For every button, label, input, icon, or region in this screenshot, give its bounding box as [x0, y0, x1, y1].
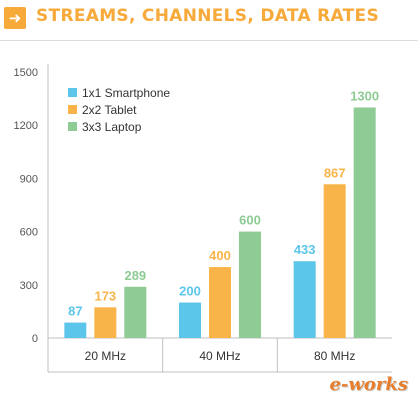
data-label: 173 — [94, 288, 116, 303]
bar — [124, 286, 147, 338]
legend-swatch — [68, 88, 77, 97]
legend-label: 2x2 Tablet — [82, 103, 137, 117]
data-label: 400 — [209, 248, 231, 263]
data-label: 600 — [239, 213, 261, 228]
legend-label: 3x3 Laptop — [82, 120, 142, 134]
arrow-right-icon: ➜ — [4, 7, 26, 29]
y-tick-label: 1500 — [14, 67, 38, 79]
bar — [293, 261, 316, 338]
header-divider — [0, 40, 418, 41]
y-tick-label: 900 — [20, 173, 38, 185]
data-label: 867 — [324, 165, 346, 180]
watermark-logo: e-works — [329, 374, 408, 395]
x-tick-label: 40 MHz — [199, 349, 240, 363]
y-tick-label: 1200 — [14, 120, 38, 132]
bar — [179, 302, 201, 338]
bar — [209, 267, 231, 338]
legend-swatch — [68, 122, 77, 131]
chart-title: STREAMS, CHANNELS, DATA RATES — [36, 6, 379, 26]
data-label: 87 — [68, 304, 82, 319]
data-label: 289 — [124, 268, 146, 283]
data-label: 433 — [294, 242, 316, 257]
x-tick-label: 80 MHz — [314, 349, 355, 363]
x-tick-label: 20 MHz — [85, 349, 126, 363]
data-label: 200 — [179, 284, 201, 299]
bar — [239, 231, 261, 338]
bar — [353, 107, 376, 338]
y-tick-label: 600 — [20, 227, 38, 239]
chart-header: ➜ STREAMS, CHANNELS, DATA RATES — [0, 0, 418, 42]
bar — [64, 322, 87, 338]
bar — [94, 307, 117, 338]
bar — [323, 184, 346, 338]
legend-swatch — [68, 105, 77, 114]
legend-label: 1x1 Smartphone — [82, 86, 170, 100]
y-tick-label: 0 — [32, 333, 38, 345]
data-label: 1300 — [350, 88, 379, 103]
y-tick-label: 300 — [20, 280, 38, 292]
